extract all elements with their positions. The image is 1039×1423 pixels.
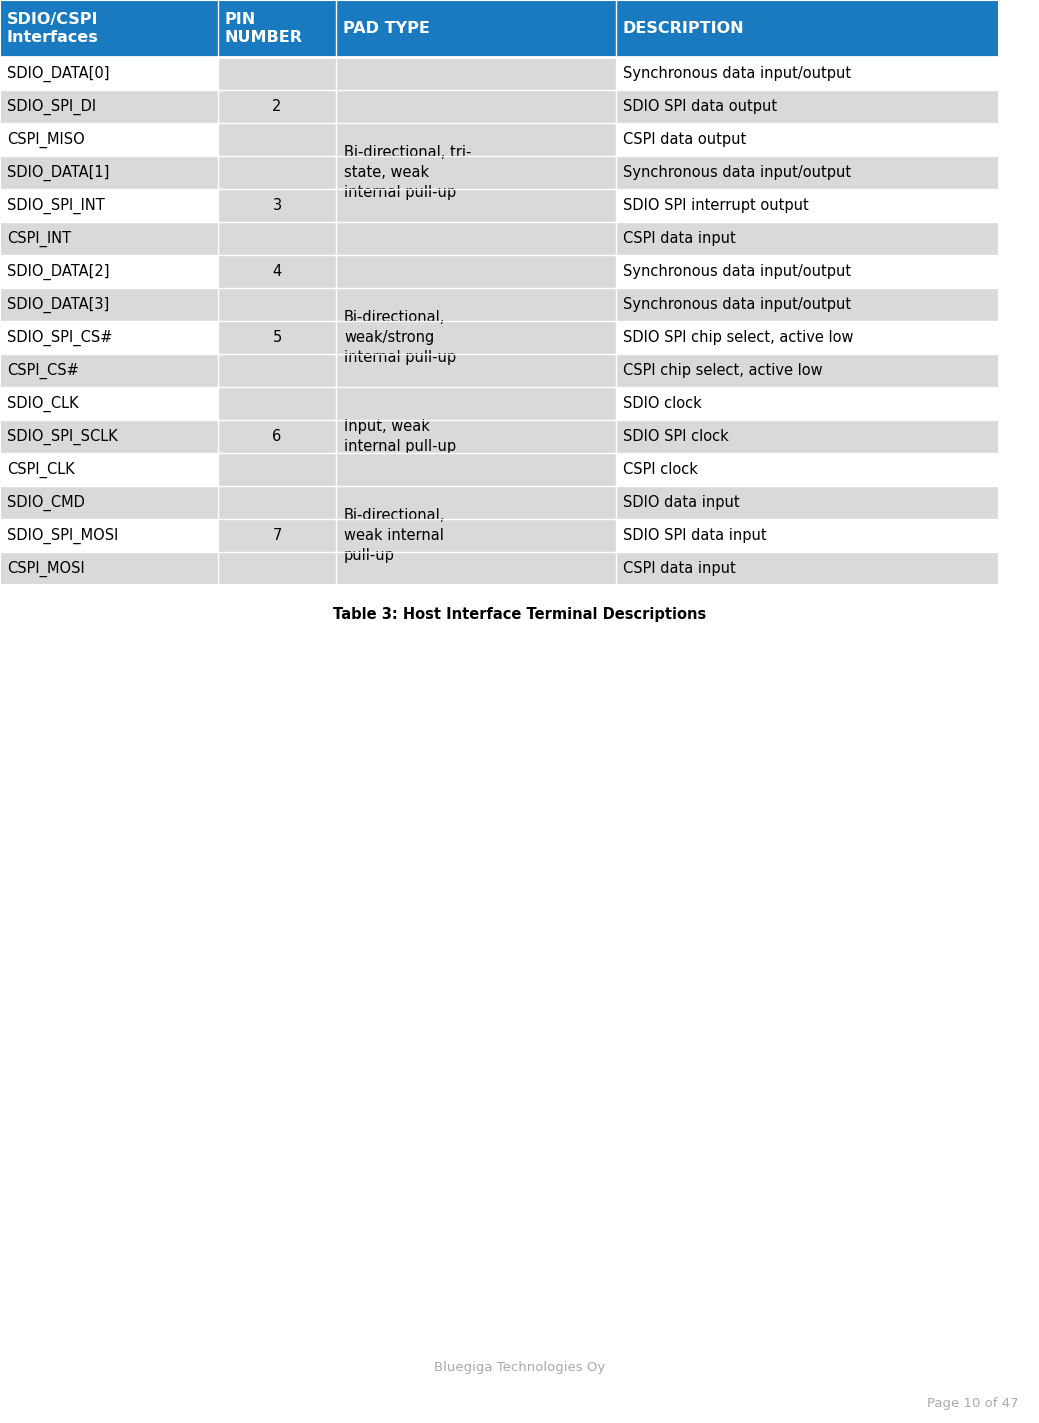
Bar xyxy=(0,122,1000,157)
Text: SDIO_DATA[1]: SDIO_DATA[1] xyxy=(7,165,109,181)
Text: SDIO/CSPI
Interfaces: SDIO/CSPI Interfaces xyxy=(7,11,99,46)
Text: SDIO clock: SDIO clock xyxy=(623,396,701,411)
Bar xyxy=(218,487,336,585)
Text: 2: 2 xyxy=(272,100,282,114)
Text: Page 10 of 47: Page 10 of 47 xyxy=(928,1396,1019,1410)
Bar xyxy=(336,487,616,585)
Bar xyxy=(0,0,218,57)
Text: SDIO_SPI_SCLK: SDIO_SPI_SCLK xyxy=(7,428,117,444)
Bar xyxy=(0,189,1000,222)
Text: SDIO_DATA[2]: SDIO_DATA[2] xyxy=(7,263,109,279)
Text: CSPI_MOSI: CSPI_MOSI xyxy=(7,561,85,576)
Text: Synchronous data input/output: Synchronous data input/output xyxy=(623,165,851,179)
Text: Synchronous data input/output: Synchronous data input/output xyxy=(623,297,851,312)
Text: SDIO_SPI_MOSI: SDIO_SPI_MOSI xyxy=(7,528,118,544)
Text: SDIO SPI interrupt output: SDIO SPI interrupt output xyxy=(623,198,808,213)
Text: Bluegiga Technologies Oy: Bluegiga Technologies Oy xyxy=(434,1362,605,1375)
Bar xyxy=(218,387,336,487)
Text: Table 3: Host Interface Terminal Descriptions: Table 3: Host Interface Terminal Descrip… xyxy=(332,608,707,622)
Text: Bi-directional,
weak internal
pull-up: Bi-directional, weak internal pull-up xyxy=(344,508,446,564)
Bar xyxy=(218,0,336,57)
Bar xyxy=(218,157,336,255)
Text: SDIO_DATA[0]: SDIO_DATA[0] xyxy=(7,65,109,81)
Text: 7: 7 xyxy=(272,528,282,544)
Text: SDIO data input: SDIO data input xyxy=(623,495,740,509)
Bar xyxy=(218,287,336,387)
Bar xyxy=(336,0,616,57)
Bar xyxy=(0,57,1000,90)
Bar xyxy=(0,287,1000,322)
Text: CSPI_CS#: CSPI_CS# xyxy=(7,363,79,379)
Text: SDIO_SPI_CS#: SDIO_SPI_CS# xyxy=(7,329,112,346)
Text: 3: 3 xyxy=(272,198,282,213)
Text: SDIO SPI data input: SDIO SPI data input xyxy=(623,528,767,544)
Bar xyxy=(0,387,1000,420)
Text: Input, weak
internal pull-up: Input, weak internal pull-up xyxy=(344,420,456,454)
Text: 6: 6 xyxy=(272,428,282,444)
Text: CSPI_MISO: CSPI_MISO xyxy=(7,131,85,148)
Bar xyxy=(0,322,1000,354)
Text: SDIO_SPI_INT: SDIO_SPI_INT xyxy=(7,198,105,213)
Text: SDIO_CLK: SDIO_CLK xyxy=(7,396,79,411)
Bar xyxy=(218,57,336,157)
Bar xyxy=(0,354,1000,387)
Bar xyxy=(0,487,1000,519)
Text: CSPI_CLK: CSPI_CLK xyxy=(7,461,75,478)
Bar xyxy=(0,222,1000,255)
Text: 5: 5 xyxy=(272,330,282,344)
Bar xyxy=(336,57,616,287)
Bar xyxy=(0,90,1000,122)
Text: CSPI_INT: CSPI_INT xyxy=(7,231,71,246)
Text: PAD TYPE: PAD TYPE xyxy=(343,21,430,36)
Bar xyxy=(0,453,1000,487)
Text: CSPI chip select, active low: CSPI chip select, active low xyxy=(623,363,823,379)
Text: CSPI data input: CSPI data input xyxy=(623,561,736,576)
Text: SDIO SPI data output: SDIO SPI data output xyxy=(623,100,777,114)
Bar xyxy=(336,387,616,487)
Text: PIN
NUMBER: PIN NUMBER xyxy=(225,11,303,46)
Text: Synchronous data input/output: Synchronous data input/output xyxy=(623,265,851,279)
Bar xyxy=(0,420,1000,453)
Bar xyxy=(0,552,1000,585)
Text: SDIO_DATA[3]: SDIO_DATA[3] xyxy=(7,296,109,313)
Text: DESCRIPTION: DESCRIPTION xyxy=(623,21,745,36)
Text: CSPI data output: CSPI data output xyxy=(623,132,746,147)
Bar xyxy=(0,255,1000,287)
Text: SDIO_CMD: SDIO_CMD xyxy=(7,494,85,511)
Text: SDIO SPI chip select, active low: SDIO SPI chip select, active low xyxy=(623,330,853,344)
Text: CSPI clock: CSPI clock xyxy=(623,462,698,477)
Text: SDIO SPI clock: SDIO SPI clock xyxy=(623,428,728,444)
Text: 4: 4 xyxy=(272,265,282,279)
Text: Bi-directional,
weak/strong
internal pull-up: Bi-directional, weak/strong internal pul… xyxy=(344,310,456,364)
Bar xyxy=(0,157,1000,189)
Text: CSPI data input: CSPI data input xyxy=(623,231,736,246)
Bar xyxy=(218,255,336,287)
Text: Bi-directional, tri-
state, weak
internal pull-up: Bi-directional, tri- state, weak interna… xyxy=(344,145,472,199)
Text: SDIO_SPI_DI: SDIO_SPI_DI xyxy=(7,98,97,115)
Bar xyxy=(0,519,1000,552)
Text: Synchronous data input/output: Synchronous data input/output xyxy=(623,65,851,81)
Bar xyxy=(616,0,1000,57)
Bar xyxy=(336,287,616,387)
